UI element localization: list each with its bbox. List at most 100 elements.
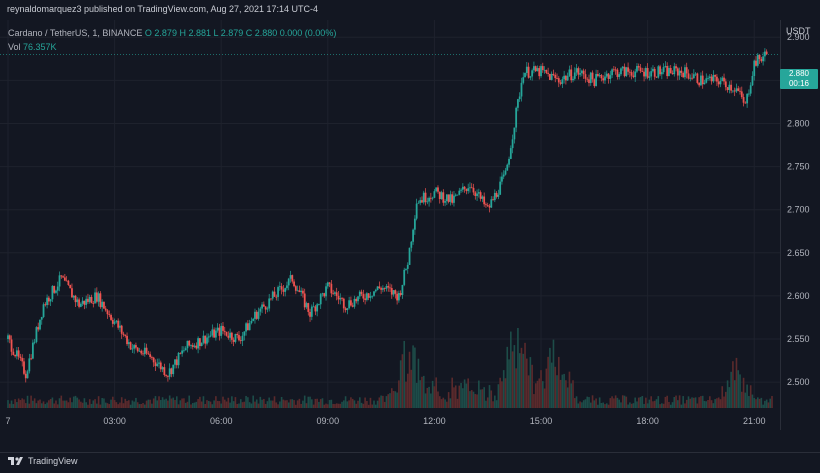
volume-bar — [167, 400, 169, 408]
volume-bar — [646, 403, 649, 408]
candle-body — [403, 269, 406, 285]
volume-bar — [236, 403, 238, 408]
candle-body — [287, 278, 290, 286]
candle-body — [252, 318, 255, 321]
candle-body — [223, 330, 226, 332]
volume-bar — [42, 401, 45, 408]
volume-bar — [584, 399, 587, 408]
candle-body — [81, 300, 84, 304]
volume-bar — [437, 391, 439, 408]
volume-bar — [453, 387, 455, 408]
candle-body — [596, 74, 599, 77]
volume-bar — [74, 395, 77, 408]
volume-bar — [517, 328, 519, 408]
volume-bar — [96, 403, 98, 408]
volume-bar — [488, 385, 491, 408]
volume-bar — [85, 402, 87, 408]
candle-body — [550, 73, 553, 80]
candle-body — [564, 75, 567, 81]
candle-body — [195, 345, 198, 349]
last-price-box: 2.880 00:16 — [780, 69, 818, 89]
candle-body — [147, 353, 150, 355]
candle-body — [435, 187, 438, 192]
candle-body — [328, 282, 331, 284]
candle-body — [268, 298, 271, 309]
volume-bar — [721, 386, 724, 408]
volume-bar — [376, 400, 379, 408]
volume-bar — [152, 398, 155, 408]
candle-body — [605, 73, 608, 77]
candle-body — [376, 286, 379, 290]
candle-body — [392, 290, 395, 295]
candle-body — [31, 342, 34, 359]
candle-body — [726, 87, 729, 90]
volume-bar — [645, 397, 647, 408]
volume-bar — [678, 395, 681, 408]
candle-body — [579, 73, 582, 75]
candle-body — [318, 304, 320, 306]
candle-body — [490, 199, 493, 208]
candle-body — [8, 335, 11, 340]
volume-bar — [367, 404, 370, 408]
volume-bar — [716, 398, 718, 408]
candle-body — [582, 70, 585, 75]
candle-body — [358, 291, 361, 297]
volume-bar — [245, 395, 247, 408]
volume-bar — [572, 380, 574, 408]
volume-bar — [398, 380, 400, 408]
candle-body — [346, 308, 349, 311]
volume-bar — [106, 403, 109, 408]
candle-body — [302, 290, 304, 294]
candle-body — [644, 68, 647, 77]
volume-bar — [554, 366, 557, 408]
volume-bar — [563, 373, 565, 408]
symbol-label: Cardano / TetherUS, 1, BINANCE — [8, 28, 143, 38]
volume-bar — [440, 399, 443, 408]
tradingview-logo[interactable]: TradingView — [8, 456, 78, 466]
volume-bar — [579, 401, 581, 408]
candle-body — [529, 76, 532, 78]
candle-body — [666, 65, 669, 77]
volume-bar — [652, 401, 654, 408]
volume-bar — [662, 403, 665, 408]
volume-bar — [769, 398, 772, 408]
candle-body — [55, 290, 57, 293]
volume-bar — [650, 396, 652, 408]
volume-bar — [200, 401, 203, 408]
price-chart[interactable]: 7 03:00 06:00 09:00 12:00 15:00 18:00 21:00 — [0, 20, 780, 430]
candle-body — [401, 284, 404, 295]
volume-bar — [48, 400, 50, 408]
candle-body — [497, 194, 500, 197]
low-value: L 2.879 — [213, 28, 244, 38]
volume-bar — [151, 403, 153, 408]
volume-bar — [168, 395, 171, 408]
volume-bar — [424, 393, 427, 408]
candle-body — [431, 197, 434, 199]
candle-body — [381, 288, 384, 290]
volume-bar — [709, 396, 711, 408]
volume-bar — [677, 400, 679, 408]
candle-body — [200, 342, 203, 347]
candle-body — [515, 107, 518, 128]
candle-body — [99, 293, 102, 308]
candle-body — [410, 241, 413, 248]
candle-body — [270, 298, 272, 300]
y-tick-label: 2.650 — [787, 248, 810, 258]
volume-bar — [490, 390, 493, 408]
candle-body — [222, 325, 224, 331]
candle-body — [119, 325, 121, 328]
volume-bar — [476, 394, 478, 408]
candle-body — [79, 303, 82, 307]
candle-body — [271, 291, 274, 299]
candle-body — [284, 288, 287, 292]
candle-body — [451, 194, 454, 203]
candle-body — [67, 280, 70, 285]
volume-bar — [401, 354, 404, 408]
candle-body — [92, 303, 95, 304]
volume-bar — [175, 396, 178, 408]
volume-bar — [637, 397, 640, 408]
candle-body — [366, 293, 368, 300]
candle-body — [406, 264, 409, 269]
volume-bar — [565, 380, 567, 408]
volume-bar — [119, 402, 121, 408]
